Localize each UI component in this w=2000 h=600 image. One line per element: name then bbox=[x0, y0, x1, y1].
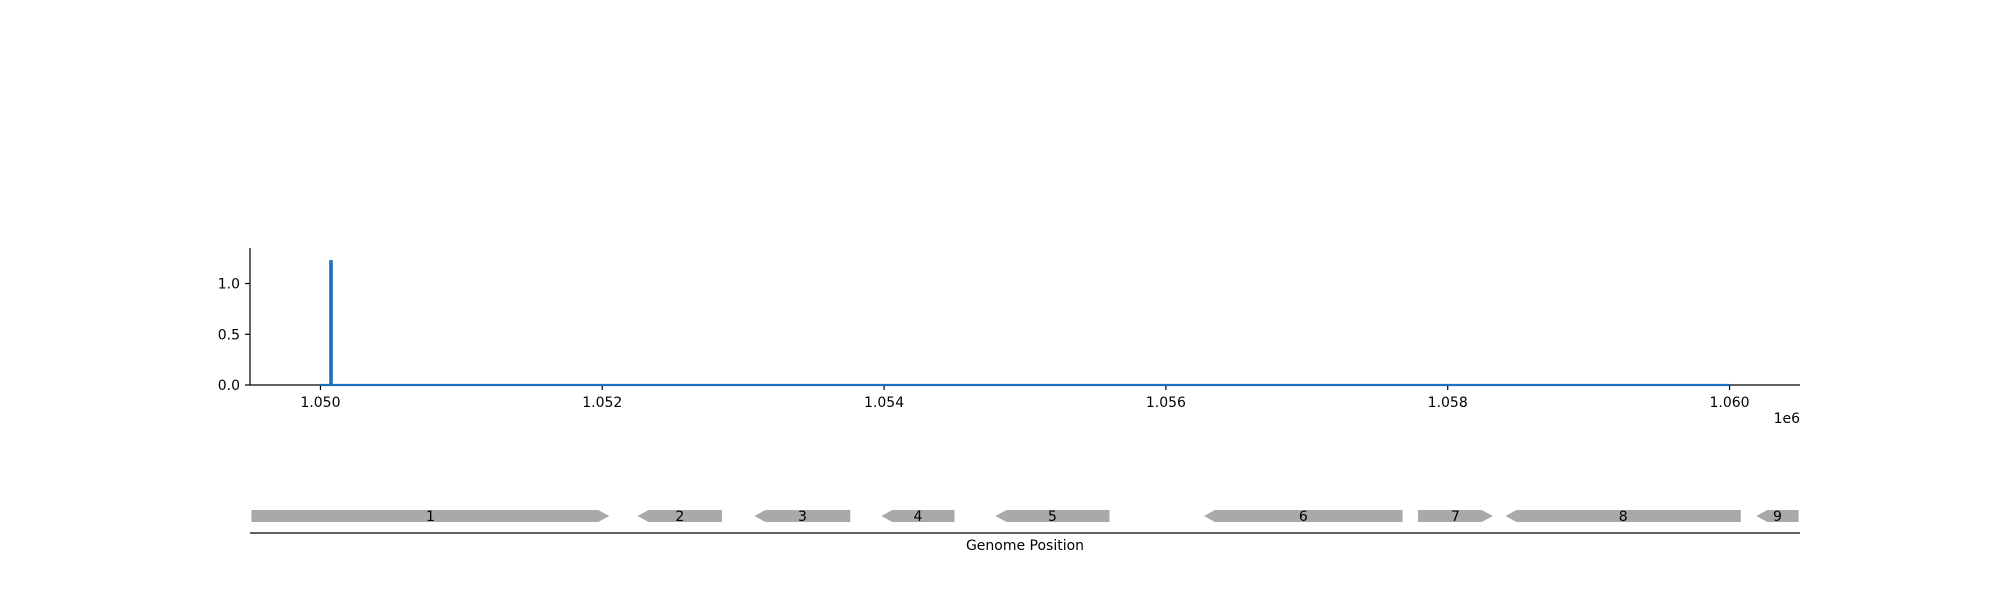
x-offset-label: 1e6 bbox=[1774, 411, 1801, 427]
x-tick-label: 1.058 bbox=[1428, 395, 1468, 411]
gene-feature-label: 6 bbox=[1299, 509, 1308, 525]
gene-track: 1 2 3 4 5 6 7 8 9 Genome Position bbox=[250, 509, 1800, 554]
gene-feature-arrow bbox=[1418, 510, 1493, 522]
gene-feature-label: 5 bbox=[1048, 509, 1057, 525]
gene-feature-arrow bbox=[1505, 510, 1741, 522]
gene-track-xlabel: Genome Position bbox=[966, 538, 1084, 554]
coverage-series bbox=[320, 260, 1730, 387]
x-axis-ticks: 1.050 1.052 1.054 1.056 1.058 1.060 bbox=[300, 385, 1750, 411]
gene-feature-label: 7 bbox=[1451, 509, 1460, 525]
x-tick-label: 1.050 bbox=[300, 395, 340, 411]
y-tick-label: 1.0 bbox=[218, 277, 240, 293]
gene-feature-label: 9 bbox=[1773, 509, 1782, 525]
coverage-plot: 0.0 0.5 1.0 1.050 1.052 1.054 1.056 1.058 1.060… bbox=[218, 248, 1800, 427]
gene-feature-label: 3 bbox=[798, 509, 807, 525]
coverage-line bbox=[320, 260, 1730, 387]
gene-feature-arrow bbox=[251, 510, 610, 522]
gene-feature-label: 4 bbox=[913, 509, 922, 525]
gene-feature-arrow bbox=[995, 510, 1110, 522]
x-tick-label: 1.060 bbox=[1709, 395, 1749, 411]
gene-feature-arrow bbox=[637, 510, 722, 522]
x-tick-label: 1.054 bbox=[864, 395, 904, 411]
gene-feature-label: 8 bbox=[1619, 509, 1628, 525]
gene-feature-arrow bbox=[881, 510, 955, 522]
gene-features: 1 2 3 4 5 6 7 8 9 bbox=[251, 509, 1799, 525]
gene-feature-arrow bbox=[1204, 510, 1403, 522]
x-tick-label: 1.052 bbox=[582, 395, 622, 411]
gene-feature-arrow bbox=[1756, 510, 1799, 522]
y-tick-label: 0.0 bbox=[218, 378, 240, 394]
x-tick-label: 1.056 bbox=[1146, 395, 1186, 411]
gene-feature-label: 1 bbox=[426, 509, 435, 525]
gene-feature-arrow bbox=[754, 510, 851, 522]
y-tick-label: 0.5 bbox=[218, 327, 240, 343]
y-axis-ticks: 0.0 0.5 1.0 bbox=[218, 277, 250, 394]
gene-feature-label: 2 bbox=[675, 509, 684, 525]
